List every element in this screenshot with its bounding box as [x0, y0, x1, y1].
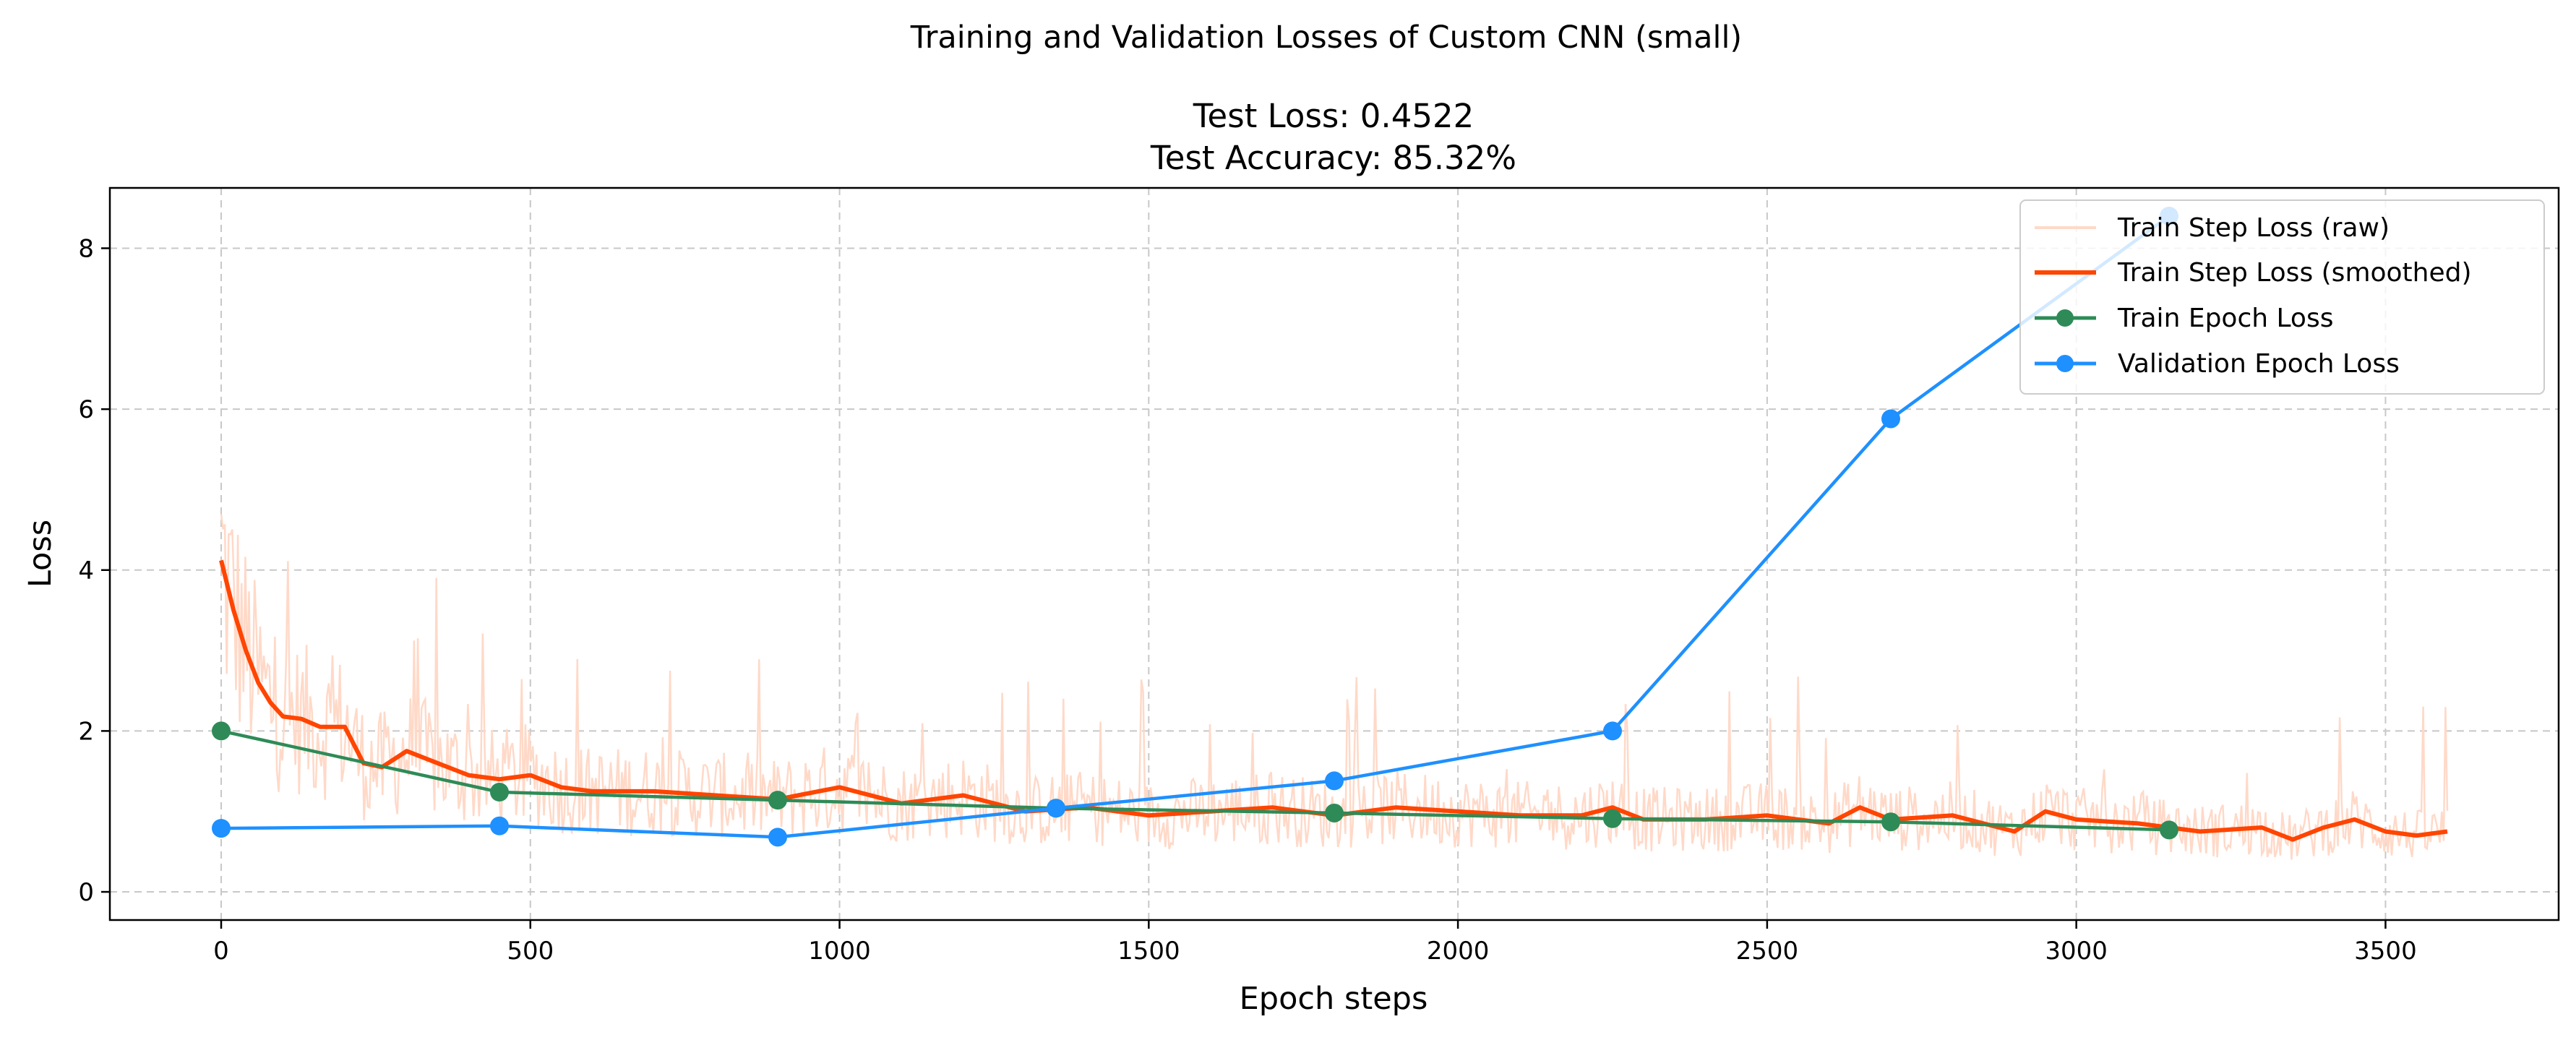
y-tick-label: 6: [78, 395, 94, 424]
legend-marker-train-epoch: [2056, 309, 2074, 327]
x-tick-label: 3500: [2354, 937, 2417, 966]
series-validation-epoch-point: [212, 819, 231, 838]
legend-frame: [2019, 199, 2545, 395]
series-validation-epoch-point: [1603, 721, 1622, 741]
series-validation-epoch: [220, 215, 2171, 839]
series-layer: [212, 206, 2449, 860]
x-tick-label: 3000: [2045, 937, 2108, 966]
chart-subtitle-test-loss: Test Loss: 0.4522: [1193, 97, 1474, 135]
y-tick-label: 0: [78, 878, 94, 907]
legend-marker-validation-epoch: [2056, 355, 2074, 372]
series-validation-epoch-point: [1881, 409, 1900, 429]
y-tick-label: 2: [78, 717, 94, 746]
series-train-step-raw: [220, 514, 2449, 860]
x-tick-label: 1000: [808, 937, 871, 966]
x-tick-label: 1500: [1117, 937, 1180, 966]
series-train-step-smoothed: [219, 559, 2448, 842]
x-axis-ticks: 0 500 1000 1500 2000 2500 3000 3500: [213, 920, 2417, 966]
y-axis-label: Loss: [22, 520, 59, 588]
series-train-epoch-point: [1881, 812, 1900, 832]
plot-area: [212, 206, 2449, 860]
legend-label-raw: Train Step Loss (raw): [2117, 213, 2390, 243]
y-axis-ticks: 0 2 4 6 8: [78, 234, 110, 907]
legend-label-validation-epoch: Validation Epoch Loss: [2118, 349, 2400, 379]
chart-title: Training and Validation Losses of Custom…: [910, 20, 1742, 56]
y-tick-label: 4: [78, 556, 94, 585]
x-tick-label: 500: [507, 937, 554, 966]
series-train-epoch-point: [212, 721, 231, 741]
series-train-epoch-point: [490, 783, 509, 802]
series-validation-epoch-point: [1325, 771, 1344, 791]
series-train-epoch-point: [768, 791, 787, 810]
x-tick-label: 0: [213, 937, 229, 966]
series-train-epoch: [220, 729, 2170, 832]
series-validation-epoch-point: [768, 828, 787, 847]
y-tick-label: 8: [78, 234, 94, 263]
series-train-epoch-point: [2160, 820, 2178, 840]
legend-label-train-epoch: Train Epoch Loss: [2117, 304, 2333, 333]
series-train-epoch-point: [1603, 809, 1622, 828]
x-tick-label: 2500: [1736, 937, 1799, 966]
plot-frame: [108, 186, 2560, 921]
x-axis-label: Epoch steps: [1240, 981, 1428, 1017]
legend: Train Step Loss (raw) Train Step Loss (s…: [2019, 199, 2545, 395]
series-validation-epoch-point: [490, 816, 509, 835]
series-train-epoch-point: [1325, 803, 1344, 822]
chart-subtitle-test-accuracy: Test Accuracy: 85.32%: [1150, 139, 1516, 177]
legend-label-smoothed: Train Step Loss (smoothed): [2117, 258, 2472, 288]
x-tick-label: 2000: [1427, 937, 1490, 966]
series-validation-epoch-point: [1047, 799, 1065, 818]
